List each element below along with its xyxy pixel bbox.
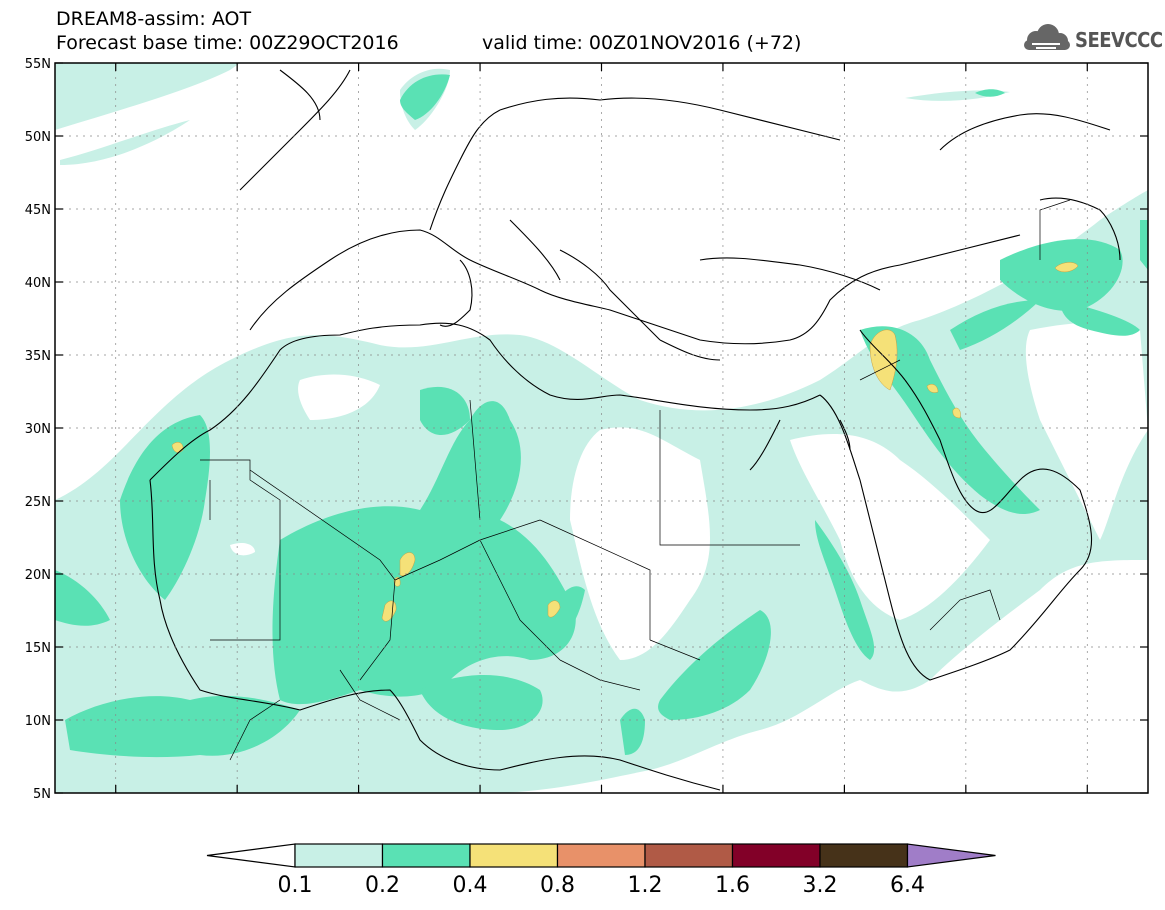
aot-level-0-4 <box>171 262 1079 622</box>
coastlines <box>149 69 1121 791</box>
y-tick-label: 55N <box>25 57 51 72</box>
x-axis-ticks: 20W10W010E20E30E40E50E60E <box>115 63 1088 793</box>
colorbar: 0.1 0.2 0.4 0.8 1.2 1.6 3.2 6.4 <box>206 843 996 898</box>
y-tick-label: 30N <box>25 422 51 437</box>
y-tick-label: 20N <box>25 568 51 583</box>
aot-map: 20W10W010E20E30E40E50E60E 5N 10N 15N 20N 25N… <box>25 57 1149 800</box>
y-tick-label: 45N <box>25 203 51 218</box>
valid-time: valid time: 00Z01NOV2016 (+72) <box>482 32 802 54</box>
colorbar-cell <box>381 843 471 868</box>
colorbar-cell <box>731 843 821 868</box>
aot-clear-areas <box>230 322 1148 660</box>
colorbar-cell <box>819 843 909 868</box>
colorbar-min-arrow <box>206 843 296 868</box>
colorbar-cell <box>644 843 734 868</box>
colorbar-max-arrow <box>906 843 996 868</box>
y-tick-label: 50N <box>25 130 51 145</box>
colorbar-label: 1.2 <box>628 873 663 898</box>
y-tick-label: 35N <box>25 349 51 364</box>
y-tick-label: 5N <box>33 787 51 800</box>
forecast-base-time: Forecast base time: 00Z29OCT2016 <box>56 32 399 54</box>
colorbar-label: 6.4 <box>890 873 925 898</box>
colorbar-label: 0.1 <box>278 873 313 898</box>
colorbar-cell <box>469 843 559 868</box>
aot-level-0-2 <box>55 74 1148 758</box>
colorbar-label: 3.2 <box>803 873 838 898</box>
colorbar-label: 1.6 <box>715 873 750 898</box>
colorbar-label: 0.4 <box>453 873 488 898</box>
colorbar-label: 0.2 <box>365 873 400 898</box>
colorbar-cell <box>294 843 384 868</box>
map-title: DREAM8-assim: AOT <box>56 8 252 30</box>
colorbar-label: 0.8 <box>540 873 575 898</box>
y-tick-label: 10N <box>25 714 51 729</box>
y-tick-label: 25N <box>25 495 51 510</box>
logo-text: SEEVCCC <box>1075 28 1163 52</box>
cloud-logo-icon <box>1024 24 1070 50</box>
gridlines <box>55 63 1148 793</box>
colorbar-cell <box>556 843 646 868</box>
y-tick-label: 15N <box>25 641 51 656</box>
y-tick-label: 40N <box>25 276 51 291</box>
y-axis-ticks: 5N 10N 15N 20N 25N 30N 35N 40N 45N 50N 55N <box>25 57 1148 800</box>
